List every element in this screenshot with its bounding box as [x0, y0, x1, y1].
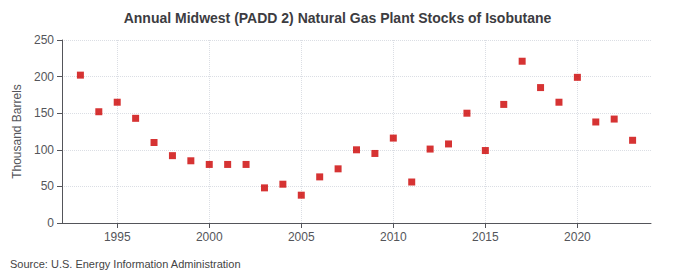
svg-text:2020: 2020: [564, 230, 591, 244]
svg-text:150: 150: [34, 106, 54, 120]
svg-text:50: 50: [41, 179, 55, 193]
svg-text:250: 250: [34, 33, 54, 47]
svg-text:2010: 2010: [380, 230, 407, 244]
svg-text:2005: 2005: [288, 230, 315, 244]
svg-text:Source: U.S. Energy Informatio: Source: U.S. Energy Information Administ…: [10, 258, 241, 270]
svg-text:Annual Midwest (PADD 2) Natura: Annual Midwest (PADD 2) Natural Gas Plan…: [124, 10, 552, 26]
svg-text:0: 0: [47, 216, 54, 230]
svg-text:100: 100: [34, 143, 54, 157]
svg-text:Thousand Barrels: Thousand Barrels: [10, 84, 24, 179]
svg-text:200: 200: [34, 70, 54, 84]
svg-text:2015: 2015: [472, 230, 499, 244]
svg-text:2000: 2000: [196, 230, 223, 244]
svg-text:1995: 1995: [104, 230, 131, 244]
